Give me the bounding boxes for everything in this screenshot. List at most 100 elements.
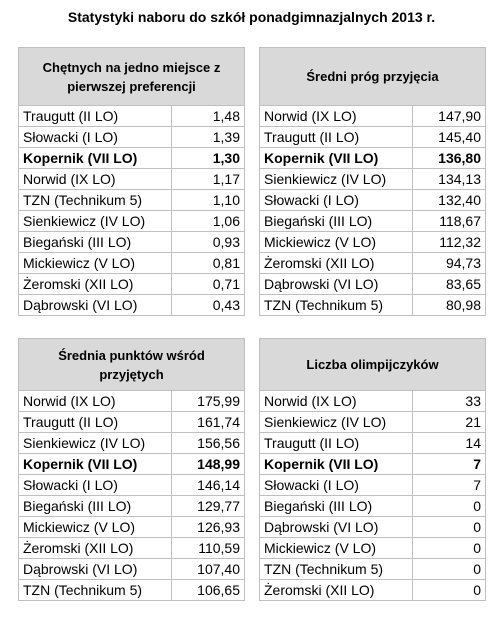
table-row: Kopernik (VII LO) 7 bbox=[259, 453, 486, 475]
table-row: Mickiewicz (V LO) 126,93 bbox=[18, 516, 245, 538]
table-header: Średni próg przyjęcia bbox=[259, 47, 486, 106]
table-row: Słowacki (I LO) 1,39 bbox=[18, 126, 245, 148]
value: 1,10 bbox=[171, 189, 245, 211]
value: 107,40 bbox=[171, 558, 245, 580]
value: 1,39 bbox=[171, 126, 245, 148]
school-name: Mickiewicz (V LO) bbox=[18, 252, 172, 274]
table-row: TZN (Technikum 5) 80,98 bbox=[259, 294, 486, 316]
table-header: Średnia punktów wśród przyjętych bbox=[18, 338, 245, 391]
value: 132,40 bbox=[412, 189, 486, 211]
header-row: Średni próg przyjęcia bbox=[259, 47, 486, 106]
school-name: Sienkiewicz (IV LO) bbox=[259, 411, 413, 433]
value: 83,65 bbox=[412, 273, 486, 295]
value: 0 bbox=[412, 495, 486, 517]
table-row: Norwid (IX LO) 175,99 bbox=[18, 390, 245, 412]
stats-table: Średnia punktów wśród przyjętych Norwid (… bbox=[18, 338, 245, 601]
school-name: TZN (Technikum 5) bbox=[18, 189, 172, 211]
value: 0 bbox=[412, 537, 486, 559]
table-row: Dąbrowski (VI LO) 0 bbox=[259, 516, 486, 538]
school-name: TZN (Technikum 5) bbox=[259, 558, 413, 580]
school-name: Słowacki (I LO) bbox=[259, 474, 413, 496]
table-header: Liczba olimpijczyków bbox=[259, 338, 486, 391]
school-name: Sienkiewicz (IV LO) bbox=[259, 168, 413, 190]
value: 106,65 bbox=[171, 579, 245, 601]
value: 110,59 bbox=[171, 537, 245, 559]
school-name: TZN (Technikum 5) bbox=[259, 294, 413, 316]
value: 1,30 bbox=[171, 147, 245, 169]
stats-table: Średni próg przyjęcia Norwid (IX LO) 147,9… bbox=[259, 47, 486, 316]
school-name: Żeromski (XII LO) bbox=[259, 252, 413, 274]
table-row: Mickiewicz (V LO) 0,81 bbox=[18, 252, 245, 274]
school-name: Mickiewicz (V LO) bbox=[259, 537, 413, 559]
table-row: Słowacki (I LO) 7 bbox=[259, 474, 486, 496]
value: 129,77 bbox=[171, 495, 245, 517]
table-row: Dąbrowski (VI LO) 83,65 bbox=[259, 273, 486, 295]
value: 33 bbox=[412, 390, 486, 412]
value: 126,93 bbox=[171, 516, 245, 538]
school-name: Sienkiewicz (IV LO) bbox=[18, 432, 172, 454]
header-row: Średnia punktów wśród przyjętych bbox=[18, 338, 245, 391]
school-name: Słowacki (I LO) bbox=[18, 474, 172, 496]
table-row: Biegański (III LO) 0,93 bbox=[18, 231, 245, 253]
table-row: Traugutt (II LO) 14 bbox=[259, 432, 486, 454]
value: 1,17 bbox=[171, 168, 245, 190]
school-name: Dąbrowski (VI LO) bbox=[259, 273, 413, 295]
value: 175,99 bbox=[171, 390, 245, 412]
table-row: Żeromski (XII LO) 0 bbox=[259, 579, 486, 601]
school-name: Traugutt (II LO) bbox=[259, 432, 413, 454]
table-row: TZN (Technikum 5) 1,10 bbox=[18, 189, 245, 211]
table-row: Dąbrowski (VI LO) 0,43 bbox=[18, 294, 245, 316]
stats-table: Chętnych na jedno miejsce z pierwszej pr… bbox=[18, 47, 245, 316]
value: 136,80 bbox=[412, 147, 486, 169]
table-row: Słowacki (I LO) 146,14 bbox=[18, 474, 245, 496]
table-row: Biegański (III LO) 118,67 bbox=[259, 210, 486, 232]
table-row: TZN (Technikum 5) 106,65 bbox=[18, 579, 245, 601]
school-name: Norwid (IX LO) bbox=[18, 390, 172, 412]
table-row: Żeromski (XII LO) 94,73 bbox=[259, 252, 486, 274]
school-name: Dąbrowski (VI LO) bbox=[18, 558, 172, 580]
school-name: Traugutt (II LO) bbox=[18, 411, 172, 433]
table-header: Chętnych na jedno miejsce z pierwszej pr… bbox=[18, 47, 245, 106]
table-row: Sienkiewicz (IV LO) 21 bbox=[259, 411, 486, 433]
header-row: Liczba olimpijczyków bbox=[259, 338, 486, 391]
table-row: Traugutt (II LO) 161,74 bbox=[18, 411, 245, 433]
school-name: Biegański (III LO) bbox=[18, 495, 172, 517]
table-row: Kopernik (VII LO) 136,80 bbox=[259, 147, 486, 169]
table-row: Żeromski (XII LO) 0,71 bbox=[18, 273, 245, 295]
school-name: Traugutt (II LO) bbox=[18, 105, 172, 127]
value: 94,73 bbox=[412, 252, 486, 274]
school-name: Norwid (IX LO) bbox=[18, 168, 172, 190]
table-row: Biegański (III LO) 129,77 bbox=[18, 495, 245, 517]
title: Statystyki naboru do szkół ponadgimnazja… bbox=[67, 9, 436, 25]
school-name: Sienkiewicz (IV LO) bbox=[18, 210, 172, 232]
table-row: Norwid (IX LO) 147,90 bbox=[259, 105, 486, 127]
table-row: Sienkiewicz (IV LO) 156,56 bbox=[18, 432, 245, 454]
school-name: Dąbrowski (VI LO) bbox=[259, 516, 413, 538]
value: 0,43 bbox=[171, 294, 245, 316]
value: 1,06 bbox=[171, 210, 245, 232]
value: 145,40 bbox=[412, 126, 486, 148]
school-name: Biegański (III LO) bbox=[18, 231, 172, 253]
school-name: Norwid (IX LO) bbox=[259, 105, 413, 127]
table-row: Sienkiewicz (IV LO) 1,06 bbox=[18, 210, 245, 232]
school-name: Mickiewicz (V LO) bbox=[18, 516, 172, 538]
school-name: Słowacki (I LO) bbox=[18, 126, 172, 148]
table-row: Traugutt (II LO) 1,48 bbox=[18, 105, 245, 127]
table-row: Traugutt (II LO) 145,40 bbox=[259, 126, 486, 148]
table-row: Słowacki (I LO) 132,40 bbox=[259, 189, 486, 211]
table-row: Żeromski (XII LO) 110,59 bbox=[18, 537, 245, 559]
value: 0 bbox=[412, 558, 486, 580]
school-name: Żeromski (XII LO) bbox=[259, 579, 413, 601]
table-row: Dąbrowski (VI LO) 107,40 bbox=[18, 558, 245, 580]
value: 118,67 bbox=[412, 210, 486, 232]
value: 0 bbox=[412, 516, 486, 538]
school-name: Mickiewicz (V LO) bbox=[259, 231, 413, 253]
table-row: Norwid (IX LO) 33 bbox=[259, 390, 486, 412]
school-name: Traugutt (II LO) bbox=[259, 126, 413, 148]
value: 156,56 bbox=[171, 432, 245, 454]
table-row: Mickiewicz (V LO) 0 bbox=[259, 537, 486, 559]
school-name: Kopernik (VII LO) bbox=[18, 147, 172, 169]
header-row: Chętnych na jedno miejsce z pierwszej pr… bbox=[18, 47, 245, 106]
school-name: Norwid (IX LO) bbox=[259, 390, 413, 412]
value: 0,71 bbox=[171, 273, 245, 295]
